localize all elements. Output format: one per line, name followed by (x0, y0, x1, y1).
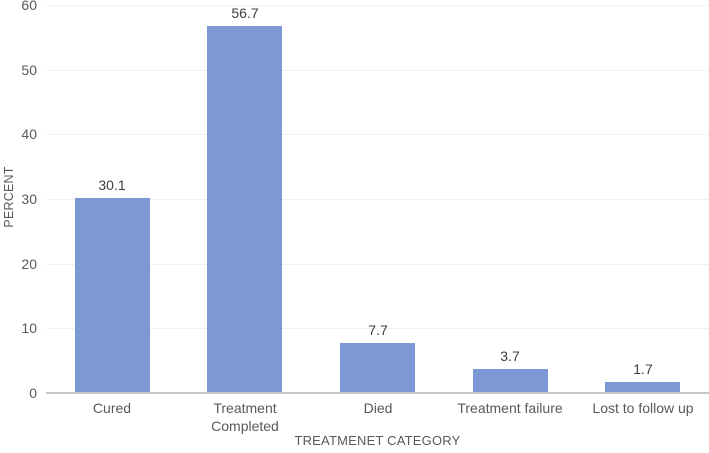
y-tick-label: 20 (21, 256, 37, 272)
bar-value-label: 3.7 (500, 348, 520, 364)
gridline (46, 199, 709, 200)
bar (340, 343, 415, 393)
gridline (46, 134, 709, 135)
x-axis-title: TREATMENET CATEGORY (294, 433, 461, 448)
y-tick-label: 10 (21, 320, 37, 336)
bar-value-label: 7.7 (368, 322, 388, 338)
x-category-label: Cured (92, 400, 132, 416)
x-category-label: Treatment Completed (211, 400, 279, 434)
y-tick-label: 50 (21, 62, 37, 78)
gridline (46, 5, 709, 6)
bar-value-label: 56.7 (231, 5, 259, 21)
bar-value-label: 1.7 (633, 361, 653, 377)
bar (75, 198, 150, 393)
gridline (46, 264, 709, 265)
x-category-label: Died (363, 400, 393, 416)
x-category-label: Treatment failure (457, 400, 563, 416)
bar (207, 26, 282, 393)
y-tick-label: 40 (21, 126, 37, 142)
y-tick-label: 30 (21, 191, 37, 207)
x-axis-line (46, 392, 709, 394)
x-category-label: Lost to follow up (592, 400, 694, 416)
bar-value-label: 30.1 (98, 177, 126, 193)
bar (605, 382, 680, 393)
gridline (46, 70, 709, 71)
y-tick-label: 0 (29, 385, 37, 401)
gridline (46, 328, 709, 329)
bar (473, 369, 548, 393)
y-tick-label: 60 (21, 0, 37, 13)
